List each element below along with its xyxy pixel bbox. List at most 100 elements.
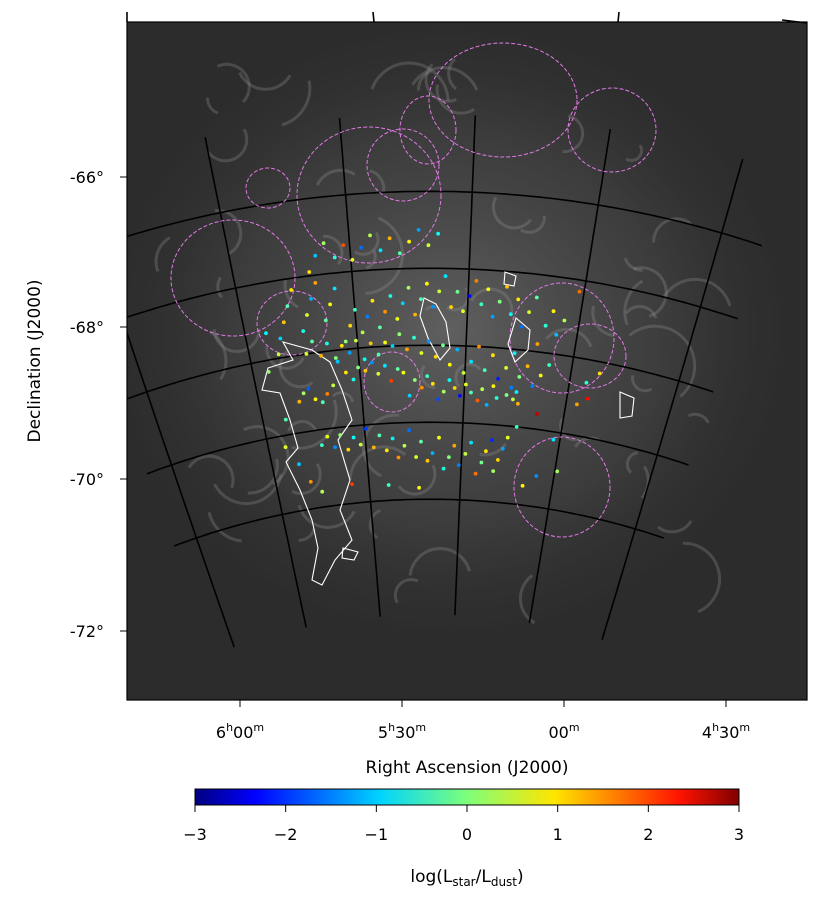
shell-outline	[366, 128, 440, 202]
data-point	[378, 325, 382, 330]
filament	[411, 66, 479, 91]
filament	[562, 114, 585, 154]
filament	[393, 578, 419, 604]
filament	[291, 462, 322, 495]
data-point	[496, 376, 500, 381]
data-point	[332, 286, 337, 291]
filament	[682, 541, 721, 614]
data-point	[301, 391, 306, 396]
data-point	[491, 353, 495, 358]
colorbar-label-end: )	[517, 867, 524, 887]
filament	[519, 215, 546, 234]
data-point	[551, 437, 556, 442]
data-point	[347, 350, 352, 355]
data-point	[562, 318, 567, 323]
data-point	[313, 281, 318, 285]
data-point	[387, 236, 392, 241]
data-point	[516, 401, 520, 406]
data-point	[419, 351, 424, 355]
shell-outline	[296, 126, 442, 264]
contour	[507, 317, 531, 363]
data-point	[325, 392, 330, 396]
data-point	[341, 243, 346, 248]
data-point	[297, 399, 302, 404]
data-point	[458, 393, 462, 398]
filament	[354, 231, 380, 256]
data-point	[494, 396, 499, 400]
data-point	[484, 403, 489, 407]
grid-lines	[127, 115, 763, 648]
filament	[368, 509, 381, 539]
filament	[187, 454, 235, 489]
data-point	[486, 287, 491, 292]
data-point	[447, 362, 452, 367]
data-point	[412, 335, 416, 340]
data-point	[332, 255, 337, 260]
dec-grid-line	[146, 421, 689, 475]
data-point	[406, 285, 411, 290]
data-point	[350, 257, 355, 262]
colorbar-tick-label: 0	[462, 825, 472, 844]
dec-grid-line	[127, 190, 763, 247]
filament	[207, 511, 242, 543]
data-point	[447, 455, 451, 459]
x-tick-label: 6h00m	[216, 721, 264, 742]
data-point	[449, 305, 453, 309]
filament	[625, 451, 639, 474]
y-axis: -66° -68° -70° -72°	[70, 168, 127, 641]
filament	[243, 425, 290, 486]
data-point	[431, 304, 435, 309]
data-point	[335, 359, 340, 364]
data-point	[419, 439, 423, 444]
colorbar-gradient	[194, 788, 740, 806]
filament	[652, 217, 692, 243]
colorbar-label-mid: /L	[476, 867, 492, 887]
filament	[297, 504, 356, 529]
ra-grid-line	[127, 330, 235, 648]
filament	[283, 279, 299, 309]
data-point	[437, 289, 442, 294]
filament	[656, 520, 693, 534]
data-point	[359, 245, 363, 250]
colorbar-ticks: −3 −2 −1 0 1 2 3	[183, 805, 744, 844]
data-point	[551, 309, 556, 314]
emission-glow	[127, 30, 780, 630]
grid-overhang	[781, 19, 808, 24]
data-point	[511, 397, 515, 402]
ra-grid-line	[601, 158, 744, 640]
data-point	[517, 375, 522, 379]
data-point	[313, 397, 318, 402]
data-point	[309, 297, 313, 301]
data-point	[331, 383, 336, 388]
data-point	[364, 426, 368, 431]
data-point	[469, 440, 473, 445]
colorbar: −3 −2 −1 0 1 2 3 log(Lstar/Ldust)	[183, 788, 744, 889]
filament	[424, 63, 457, 103]
data-point	[301, 329, 306, 333]
ra-grid-line	[204, 137, 307, 628]
data-point	[383, 309, 387, 314]
data-point	[496, 458, 500, 462]
contour	[503, 271, 517, 287]
data-point	[505, 284, 509, 289]
white-contours	[261, 271, 635, 586]
x-tick-label: 00m	[548, 721, 579, 742]
data-point	[535, 342, 540, 346]
filament	[287, 420, 318, 432]
data-point	[365, 314, 370, 319]
dec-grid-line	[127, 267, 738, 320]
data-point	[383, 363, 387, 368]
data-point	[377, 433, 382, 438]
filament	[397, 464, 437, 496]
data-point	[514, 425, 519, 429]
contour	[341, 547, 359, 561]
filament	[154, 236, 171, 273]
filament	[365, 216, 404, 295]
data-point	[396, 455, 401, 460]
data-point	[281, 320, 286, 325]
contour	[419, 297, 451, 361]
x-axis-title: Right Ascension (J2000)	[366, 758, 569, 778]
filament	[212, 328, 261, 353]
data-point	[383, 340, 387, 345]
plot-frame	[126, 21, 808, 701]
